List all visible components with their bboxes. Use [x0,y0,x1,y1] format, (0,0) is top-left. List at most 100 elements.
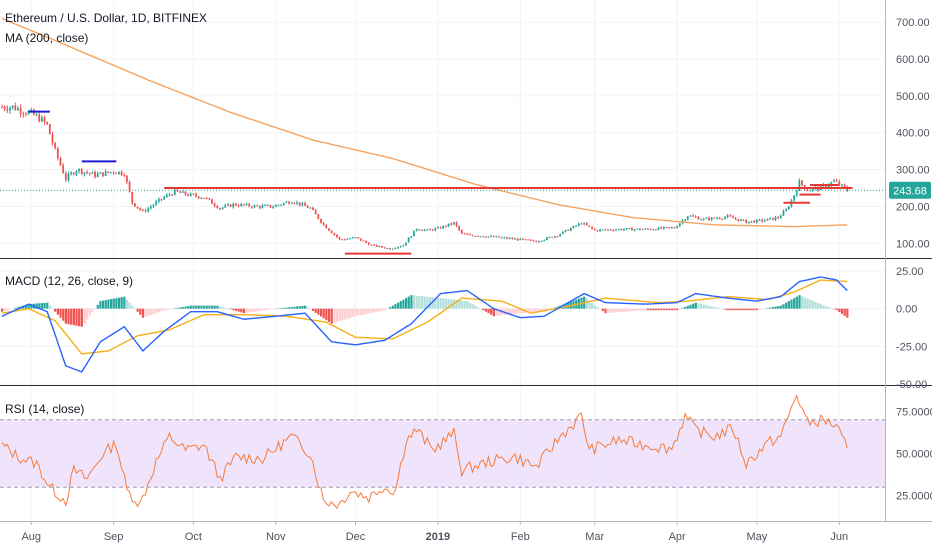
time-axis-tick: Feb [511,531,530,543]
price-axis-tick: 700.00 [896,17,930,29]
macd-histogram-bar [187,306,190,309]
candle-body [149,206,152,209]
macd-histogram-bar [210,305,214,309]
candle-body [418,229,421,231]
candle-body [729,215,732,217]
macd-histogram-bar [450,299,453,309]
macd-axis-tick: 25.00 [896,266,924,278]
macd-histogram-bar [492,308,495,317]
macd-histogram-bar [264,308,267,311]
macd-histogram-bar [250,308,254,313]
macd-histogram-bar [513,308,517,314]
candle-body [429,229,431,231]
candle-body [274,205,277,207]
candle-body [532,240,535,242]
macd-histogram-bar [686,305,689,309]
signal-line [1,279,848,355]
candle-body [607,229,609,231]
candle-body [662,227,665,229]
macd-histogram-bar [625,308,628,312]
macd-histogram-bar [394,304,397,309]
macd-histogram-bar [120,297,123,309]
candle-body [141,209,144,211]
macd-histogram-bar [258,308,262,311]
candle-body [240,204,243,207]
time-axis-tick: Oct [185,531,202,543]
candle-body [110,172,112,174]
macd-histogram-bar [439,298,442,309]
macd-histogram-bar [78,308,81,327]
macd-histogram-bar [793,298,796,309]
candle-body [766,218,769,221]
candle-body [112,172,115,174]
macd-histogram-bar [216,305,219,309]
macd-histogram-bar [319,308,323,317]
candle-body [250,206,253,208]
candle-body [399,246,402,248]
candle-body [633,229,636,231]
price-axis-tick: 300.00 [896,165,930,177]
rsi-axis-tick: 50.0000 [896,449,932,461]
macd-histogram-bar [428,297,432,309]
candle-body [144,210,147,212]
macd-histogram-bar [83,308,86,324]
candle-body [160,198,163,200]
macd-histogram-bar [535,308,538,313]
candle-body [463,233,466,235]
macd-histogram-bar [596,306,599,309]
macd-histogram-bar [420,296,424,309]
candle-body [593,228,596,231]
candle-body [349,238,352,240]
macd-histogram-bar [72,308,75,326]
macd-histogram-bar [750,308,753,311]
macd-histogram-bar [293,306,296,309]
candle-body [120,171,123,175]
candle-body [646,228,649,230]
macd-histogram-bar [30,303,33,309]
macd-histogram-bar [229,308,232,310]
candle-body [763,220,766,222]
candle-body [62,165,65,174]
macd-histogram-bar [107,299,110,309]
macd-histogram-bar [734,308,737,311]
macd-histogram-bar [447,299,450,309]
macd-histogram-bar [27,304,30,309]
macd-histogram-bar [463,300,466,309]
candle-body [519,238,522,241]
candle-body [195,194,197,197]
candle-body [652,229,655,231]
time-axis-tick: Mar [585,531,604,543]
macd-histogram-bar [484,308,487,312]
candle-body [59,158,62,166]
macd-histogram-bar [673,308,676,311]
macd-histogram-bar [288,307,291,309]
macd-histogram-bar [389,307,392,309]
macd-histogram-bar [716,307,719,309]
macd-histogram-bar [351,308,355,318]
candle-body [367,242,370,245]
candle-body [415,229,418,231]
macd-histogram-bar [601,308,604,312]
candle-body [660,227,663,229]
macd-histogram-bar [306,307,309,309]
price-axis-tick: 400.00 [896,128,930,140]
macd-histogram-bar [540,308,543,312]
macd-histogram-bar [726,308,729,311]
macd-histogram-bar [6,308,9,311]
macd-histogram-bar [758,308,761,310]
macd-histogram-bar [157,308,161,313]
macd-histogram-bar [43,302,46,309]
candle-body [843,184,846,188]
macd-histogram-bar [827,307,830,309]
macd-histogram-bar [8,308,12,310]
macd-histogram-bar [591,302,594,309]
candle-body [500,237,503,239]
candle-body [553,236,556,238]
macd-histogram-bar [785,302,788,309]
candle-body [684,219,687,221]
macd-histogram-bar [753,308,756,311]
candle-body [750,220,753,222]
candle-body [373,244,376,246]
candle-body [203,197,205,199]
candle-body [561,231,564,235]
